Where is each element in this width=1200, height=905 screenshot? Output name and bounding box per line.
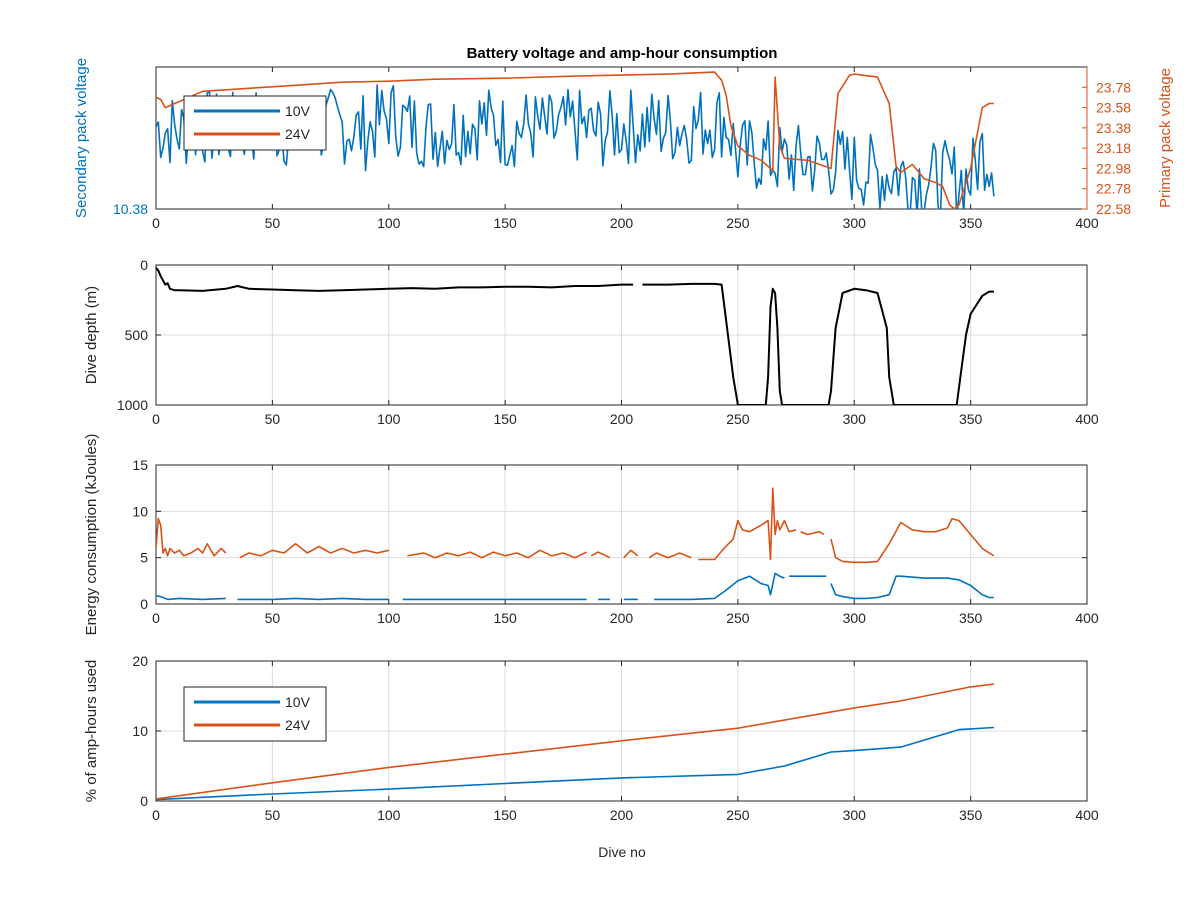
series-line-depth: [156, 267, 634, 292]
x-tick-label: 50: [265, 215, 281, 231]
x-tick-label: 150: [493, 807, 517, 823]
series-line-24v: [800, 530, 825, 536]
x-tick-label: 400: [1075, 807, 1099, 823]
y-right-tick-label: 22.78: [1096, 181, 1131, 197]
y-tick-label: 5: [140, 550, 148, 566]
subplot-2: 0 50 100 150 200 250 300 350 400 0 500 1000 Dive dep…: [83, 257, 1099, 427]
x-tick-label: 0: [152, 807, 160, 823]
x-tick-label: 400: [1075, 411, 1099, 427]
x-tick-label: 250: [726, 215, 750, 231]
figure-title: Battery voltage and amp-hour consumption: [467, 45, 778, 62]
legend-box: [183, 686, 327, 742]
y-tick-label: 1000: [117, 397, 148, 413]
y-right-tick-label: 23.18: [1096, 140, 1131, 156]
x-tick-label: 150: [493, 215, 517, 231]
x-tick-label: 0: [152, 215, 160, 231]
x-tick-label: 200: [610, 411, 634, 427]
y-right-tick-label: 22.98: [1096, 160, 1131, 176]
y-axis-label: % of amp-hours used: [83, 660, 100, 803]
series-line-24v: [407, 549, 587, 559]
y-tick-label: 10: [132, 503, 148, 519]
x-tick-label: 0: [152, 411, 160, 427]
legend-label-10v: 10V: [285, 694, 311, 710]
x-tick-label: 400: [1075, 610, 1099, 626]
x-axis-label: Dive no: [598, 844, 646, 860]
series-line-24v: [156, 517, 227, 557]
x-tick-label: 100: [377, 610, 401, 626]
series-line-24v: [698, 487, 797, 561]
x-tick-label: 300: [843, 807, 867, 823]
series-line-10v: [237, 597, 389, 601]
y-tick-label: 15: [132, 457, 148, 473]
series-line-10v: [156, 726, 994, 801]
y-tick-label: 10.38: [113, 201, 148, 217]
x-tick-label: 0: [152, 610, 160, 626]
legend-label-24v: 24V: [285, 717, 311, 733]
y-right-tick-label: 23.78: [1096, 79, 1131, 95]
y-tick-label: 0: [140, 257, 148, 273]
series-line-24v: [648, 552, 692, 559]
legend-label-24v: 24V: [285, 126, 311, 142]
x-tick-label: 350: [959, 807, 983, 823]
y-tick-label: 0: [140, 596, 148, 612]
series-line-24v: [156, 71, 994, 209]
x-tick-label: 250: [726, 807, 750, 823]
y-right-axis-label: Primary pack voltage: [1157, 68, 1174, 208]
x-tick-label: 250: [726, 610, 750, 626]
x-tick-label: 100: [377, 411, 401, 427]
x-tick-label: 150: [493, 411, 517, 427]
y-tick-label: 500: [125, 327, 149, 343]
x-tick-label: 150: [493, 610, 517, 626]
series-line-24v: [623, 549, 639, 559]
x-tick-label: 50: [265, 807, 281, 823]
x-tick-label: 400: [1075, 215, 1099, 231]
x-tick-label: 50: [265, 610, 281, 626]
x-tick-label: 350: [959, 610, 983, 626]
y-tick-label: 10: [132, 723, 148, 739]
x-tick-label: 200: [610, 215, 634, 231]
x-tick-label: 100: [377, 807, 401, 823]
series-line-10v: [654, 572, 785, 601]
series-line-24v: [156, 683, 994, 800]
subplot-1: 0 50 100 150 200 250 300 350 400 10.38 22.58 22.78 2…: [73, 58, 1174, 231]
legend-label-10v: 10V: [285, 103, 311, 119]
series-line-10v: [156, 594, 226, 601]
x-tick-label: 50: [265, 411, 281, 427]
plot-area: [156, 267, 994, 405]
y-axis-label: Energy consumption (kJoules): [83, 434, 100, 636]
plot-area: [156, 683, 994, 801]
y-right-tick-label: 23.58: [1096, 100, 1131, 116]
x-tick-label: 250: [726, 411, 750, 427]
series-line-depth: [642, 282, 994, 405]
legend-box: [183, 95, 327, 151]
x-tick-label: 350: [959, 411, 983, 427]
plot-area: [156, 487, 995, 601]
series-line-10v: [830, 575, 994, 600]
x-tick-label: 100: [377, 215, 401, 231]
y-axis-label: Dive depth (m): [83, 286, 100, 384]
x-tick-label: 300: [843, 610, 867, 626]
series-line-24v: [830, 517, 995, 564]
series-line-24v: [239, 542, 389, 559]
y-tick-label: 0: [140, 793, 148, 809]
y-tick-label: 20: [132, 653, 148, 669]
x-tick-label: 200: [610, 610, 634, 626]
y-right-tick-label: 22.58: [1096, 201, 1131, 217]
y-axis-label: Secondary pack voltage: [73, 58, 90, 218]
subplot-3: 0 50 100 150 200 250 300 350 400 0 5 10 15 Energy con…: [83, 434, 1099, 636]
series-line-24v: [590, 551, 611, 559]
y-right-tick-label: 23.38: [1096, 120, 1131, 136]
x-tick-label: 300: [843, 411, 867, 427]
x-tick-label: 300: [843, 215, 867, 231]
subplot-4: 0 50 100 150 200 250 300 350 400 0 10 20 % of amp-ho…: [83, 653, 1099, 823]
x-tick-label: 350: [959, 215, 983, 231]
x-tick-label: 200: [610, 807, 634, 823]
